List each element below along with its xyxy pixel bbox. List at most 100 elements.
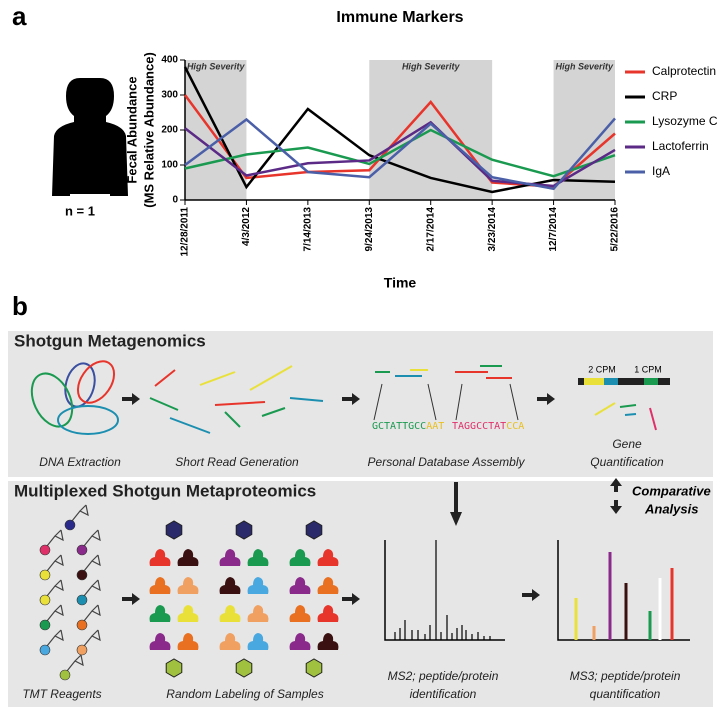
- reagent-tag: [39, 544, 51, 556]
- section-title: Multiplexed Shotgun Metaproteomics: [14, 481, 316, 500]
- y-axis-label: (MS Relative Abundance): [141, 52, 156, 208]
- sample: [289, 633, 311, 650]
- step-label: MS2; peptide/protein: [388, 669, 499, 683]
- sample: [247, 549, 269, 566]
- reagent-tag: [76, 544, 88, 556]
- legend-label: Lysozyme C: [652, 114, 718, 128]
- sample-icons: [149, 520, 339, 678]
- sample: [289, 549, 311, 566]
- sample: [247, 605, 269, 622]
- step-label: Short Read Generation: [175, 455, 299, 469]
- x-tick-label: 5/22/2016: [610, 207, 621, 252]
- reagent-stem: [83, 554, 101, 572]
- sequence: TAGGCCTATCCA: [452, 421, 524, 432]
- person-silhouette: [52, 78, 128, 196]
- sample: [289, 605, 311, 622]
- y-tick-label: 400: [161, 55, 178, 66]
- section-title: Shotgun Metagenomics: [14, 331, 206, 350]
- series-line: [184, 117, 616, 191]
- gene-bar: [578, 378, 670, 431]
- reagent-tag: [39, 619, 51, 631]
- sample: [177, 633, 199, 650]
- panel-label: a: [12, 1, 27, 31]
- ms2-spectrum: [384, 540, 505, 641]
- comparison-label: Comparative: [632, 483, 711, 498]
- reagent-tag: [76, 619, 88, 631]
- dna-icon: [30, 360, 119, 435]
- sequence-part: CCA: [506, 421, 524, 432]
- step-label: Gene: [612, 437, 642, 451]
- reagent-stem: [83, 604, 101, 622]
- sample: [177, 577, 199, 594]
- hexagon: [305, 520, 323, 540]
- reagent-stem: [83, 629, 101, 647]
- sample: [247, 633, 269, 650]
- x-tick-label: 9/24/2013: [364, 207, 375, 252]
- sample: [247, 577, 269, 594]
- legend-label: CRP: [652, 89, 677, 103]
- hexagon: [165, 658, 183, 678]
- panel-label: b: [12, 291, 28, 321]
- chart: High Severity High Severity High Severity 0…: [161, 55, 718, 257]
- reagent-stem: [46, 529, 64, 547]
- sample: [317, 605, 339, 622]
- sample: [149, 577, 171, 594]
- x-tick-label: 12/7/2014: [548, 207, 559, 252]
- spectrum-axes: [384, 540, 505, 641]
- y-tick-label: 300: [161, 90, 178, 101]
- section-bg: [8, 331, 713, 477]
- section-bg: [8, 481, 713, 707]
- reagent-tag: [76, 594, 88, 606]
- reagent-tag: [64, 519, 76, 531]
- sample: [219, 549, 241, 566]
- step-label: DNA Extraction: [39, 455, 121, 469]
- series-line: [184, 128, 616, 178]
- reagent-stem: [83, 579, 101, 597]
- reagent-stem: [46, 604, 64, 622]
- abundance-label: 1 CPM: [634, 364, 662, 374]
- sample: [219, 633, 241, 650]
- chart-title: Immune Markers: [336, 9, 463, 26]
- step-label: quantification: [590, 687, 661, 701]
- sequence: GCTATTGCCAAT: [372, 421, 444, 432]
- sample: [317, 549, 339, 566]
- hexagon: [305, 658, 323, 678]
- sample: [177, 549, 199, 566]
- legend-label: Calprotectin: [652, 64, 716, 78]
- comparison-label: Analysis: [644, 501, 698, 516]
- sample: [289, 577, 311, 594]
- reagent-tag: [39, 594, 51, 606]
- reagent-stem: [46, 629, 64, 647]
- severity-label: High Severity: [187, 61, 246, 71]
- step-label: identification: [410, 687, 477, 701]
- sequence-part: GCTATTGCC: [372, 421, 426, 432]
- sample: [317, 633, 339, 650]
- hexagon: [235, 658, 253, 678]
- tmt-icons: [39, 504, 101, 681]
- sample: [219, 577, 241, 594]
- assembly-icon: [373, 365, 519, 421]
- x-axis-label: Time: [384, 275, 417, 291]
- arrows: [122, 393, 622, 605]
- sample: [149, 633, 171, 650]
- severity-label: High Severity: [402, 61, 461, 71]
- reagent-tag: [59, 669, 71, 681]
- reagent-stem: [66, 654, 84, 672]
- abundance-label: 2 CPM: [588, 364, 616, 374]
- reagent-stem: [46, 554, 64, 572]
- step-label: Random Labeling of Samples: [166, 687, 323, 701]
- reagent-tag: [76, 569, 88, 581]
- hexagon: [235, 520, 253, 540]
- step-label: TMT Reagents: [22, 687, 101, 701]
- step-label: Personal Database Assembly: [368, 455, 526, 469]
- sequence-part: AAT: [426, 421, 444, 432]
- y-tick-label: 200: [161, 125, 178, 136]
- spectrum-axes: [557, 540, 690, 641]
- sample: [177, 605, 199, 622]
- series-line: [184, 120, 616, 188]
- severity-label: High Severity: [556, 61, 615, 71]
- subject-count: n = 1: [65, 203, 95, 218]
- hexagon: [165, 520, 183, 540]
- sample: [317, 577, 339, 594]
